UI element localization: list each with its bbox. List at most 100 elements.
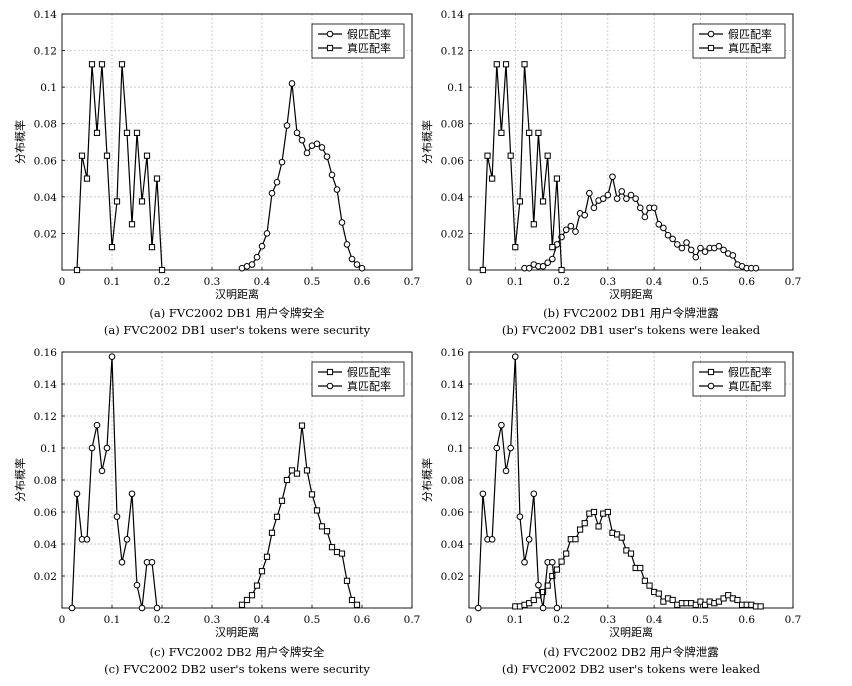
- x-tick-label: 0.6: [354, 614, 371, 626]
- x-tick-label: 0.7: [785, 614, 802, 626]
- data-point: [298, 136, 306, 144]
- data-point: [692, 601, 699, 608]
- data-point: [516, 198, 524, 205]
- data-point: [614, 531, 621, 538]
- legend-label: 真匹配率: [347, 41, 391, 55]
- series-1: [238, 80, 366, 272]
- data-point: [108, 244, 116, 251]
- data-point: [511, 353, 519, 360]
- data-point: [148, 558, 156, 566]
- x-tick-label: 0.6: [738, 614, 755, 626]
- data-point: [88, 61, 96, 68]
- data-point: [123, 129, 131, 136]
- data-point: [98, 467, 106, 475]
- data-point: [138, 198, 146, 205]
- data-point: [655, 220, 663, 228]
- legend-marker: [326, 382, 334, 390]
- series-2: [479, 61, 565, 274]
- caption-en: (c) FVC2002 DB2 user's tokens were secur…: [104, 662, 370, 676]
- data-point: [507, 444, 514, 452]
- data-point: [525, 264, 533, 272]
- data-point: [83, 175, 91, 182]
- legend-label: 假匹配率: [347, 365, 391, 379]
- panel-a: 0 0.1 0.2 0.3 0.4 0.5 0.6 0.7 0.02 0.04 0.06 0.08 0.…: [13, 9, 420, 337]
- plot-frame: [468, 13, 794, 271]
- y-tick-label: 0.06: [34, 507, 58, 519]
- legend-marker: [707, 368, 715, 376]
- series-line: [241, 425, 358, 606]
- x-tick-label: 0.5: [304, 614, 321, 626]
- data-point: [535, 581, 542, 589]
- x-tick-label: 0.4: [254, 614, 271, 626]
- legend-marker: [326, 368, 334, 376]
- data-point: [618, 534, 625, 541]
- y-tick-label: 0.14: [441, 379, 465, 391]
- y-axis-label: 分布概率: [13, 120, 27, 164]
- series-line: [71, 356, 158, 609]
- data-point: [313, 140, 321, 148]
- data-point: [343, 241, 351, 248]
- x-tick-label: 0.7: [785, 276, 802, 288]
- data-point: [549, 572, 556, 580]
- data-point: [725, 592, 732, 599]
- data-point: [98, 61, 106, 68]
- y-tick-label: 0.12: [441, 411, 464, 423]
- data-point: [253, 582, 261, 589]
- data-point: [93, 421, 101, 429]
- data-point: [604, 508, 611, 516]
- data-point: [636, 204, 644, 212]
- data-point: [673, 241, 681, 248]
- data-point: [678, 244, 686, 252]
- data-point: [507, 152, 514, 159]
- series-line: [477, 356, 558, 609]
- data-point: [498, 421, 505, 429]
- caption-en: (b) FVC2002 DB1 user's tokens were leake…: [502, 323, 761, 337]
- data-point: [553, 175, 561, 182]
- x-tick-label: 0.2: [154, 276, 171, 288]
- series-2: [73, 61, 166, 274]
- data-point: [358, 264, 366, 272]
- legend-box: [692, 23, 786, 59]
- data-point: [318, 144, 326, 151]
- data-point: [153, 175, 161, 182]
- data-point: [660, 598, 667, 605]
- data-point: [646, 582, 653, 589]
- plot-frame: [61, 13, 413, 271]
- data-point: [338, 550, 346, 557]
- data-point: [493, 61, 500, 68]
- y-tick-label: 0.06: [441, 507, 465, 519]
- legend-marker: [707, 44, 715, 52]
- data-point: [88, 444, 96, 452]
- x-axis-label: 汉明距离: [215, 287, 259, 301]
- data-point: [687, 246, 695, 254]
- data-point: [333, 548, 341, 556]
- data-point: [113, 513, 121, 520]
- y-tick-label: 0.1: [447, 82, 464, 94]
- x-tick-label: 0.4: [254, 276, 271, 288]
- data-point: [73, 490, 81, 498]
- data-point: [697, 598, 704, 605]
- y-tick-label: 0.12: [441, 46, 464, 58]
- data-point: [581, 211, 589, 219]
- y-tick-label: 0.1: [40, 443, 57, 455]
- y-tick-label: 0.02: [34, 571, 57, 583]
- data-point: [539, 198, 547, 205]
- series-1: [521, 173, 760, 272]
- data-point: [118, 61, 126, 68]
- y-tick-label: 0.14: [441, 9, 465, 21]
- data-point: [609, 173, 616, 181]
- x-tick-label: 0.2: [553, 614, 570, 626]
- data-point: [752, 264, 760, 272]
- data-point: [627, 191, 635, 199]
- x-tick-label: 0.1: [507, 276, 524, 288]
- data-point: [530, 221, 537, 228]
- data-point: [133, 581, 141, 589]
- x-tick-label: 0.2: [553, 276, 570, 288]
- data-point: [338, 219, 346, 226]
- data-point: [268, 189, 276, 197]
- legend-label: 真匹配率: [728, 379, 772, 393]
- data-point: [479, 266, 486, 274]
- data-point: [479, 490, 487, 498]
